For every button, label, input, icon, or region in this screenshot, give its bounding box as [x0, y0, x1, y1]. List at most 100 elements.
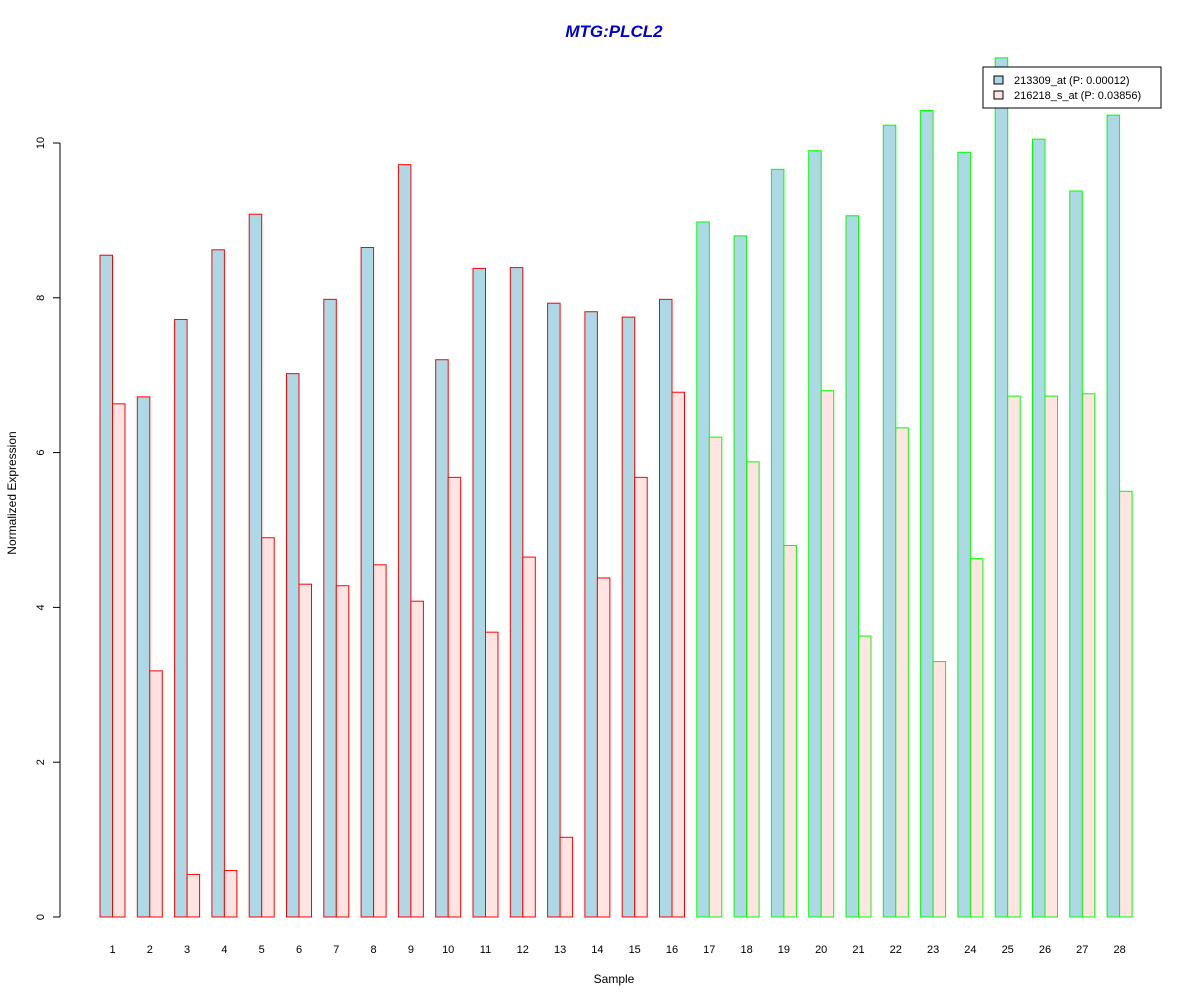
bar-series-2 — [708, 436, 723, 918]
x-tick-label: 27 — [1076, 944, 1088, 956]
y-tick-label: 2 — [35, 759, 47, 765]
x-tick-label: 9 — [408, 944, 414, 956]
bar-series-1 — [882, 124, 897, 918]
bar-series-1 — [472, 267, 486, 918]
bar-series-1 — [99, 254, 113, 918]
bar-series-1 — [1069, 190, 1083, 918]
bar-series-2 — [186, 873, 201, 918]
bar-series-2 — [485, 631, 499, 918]
bar-series-1 — [659, 298, 673, 918]
bar-series-2 — [261, 537, 275, 918]
bar-series-1 — [323, 298, 337, 918]
x-tick-label: 15 — [629, 944, 641, 956]
bar-series-1 — [957, 151, 971, 918]
bar-series-1 — [360, 246, 375, 918]
bar-series-2 — [746, 461, 760, 918]
bar-series-1 — [248, 213, 263, 918]
bar-series-2 — [969, 558, 984, 918]
bar-series-2 — [1081, 393, 1096, 918]
legend-swatch — [993, 90, 1004, 100]
bar-series-1 — [174, 318, 188, 918]
x-tick-label: 8 — [371, 944, 377, 956]
bar-series-2 — [559, 836, 574, 918]
x-tick-label: 10 — [442, 944, 454, 956]
bar-series-1 — [547, 302, 561, 918]
y-tick-label: 6 — [35, 450, 47, 456]
x-tick-label: 11 — [480, 944, 491, 956]
x-tick-label: 6 — [296, 944, 302, 956]
bar-series-1 — [1106, 114, 1121, 918]
legend-box — [982, 66, 1162, 109]
bar-series-2 — [335, 585, 350, 918]
bar-series-1 — [286, 373, 300, 918]
x-tick-label: 28 — [1113, 944, 1125, 956]
bars-group — [99, 57, 1133, 918]
y-tick-label: 0 — [35, 914, 47, 920]
bar-series-2 — [410, 600, 424, 918]
bar-series-2 — [671, 391, 685, 918]
bar-series-1 — [584, 311, 598, 918]
bar-series-1 — [808, 150, 822, 918]
x-tick-label: 7 — [333, 944, 339, 956]
bar-series-2 — [596, 577, 611, 918]
bar-series-1 — [621, 316, 636, 918]
bar-series-2 — [858, 635, 872, 918]
x-tick-label: 4 — [221, 944, 227, 956]
bar-series-2 — [112, 403, 126, 918]
bar-series-1 — [397, 164, 412, 918]
x-axis-label: Sample — [594, 972, 635, 986]
x-tick-label: 22 — [890, 944, 902, 956]
y-tick-label: 10 — [35, 137, 47, 149]
bar-series-2 — [783, 544, 797, 918]
bar-series-1 — [1032, 138, 1046, 918]
bar-series-1 — [211, 249, 225, 918]
bar-series-1 — [845, 215, 859, 918]
bar-series-2 — [1119, 490, 1133, 918]
x-tick-label: 19 — [778, 944, 790, 956]
legend: 213309_at (P: 0.00012) 216218_s_at (P: 0.… — [982, 66, 1162, 109]
bar-series-2 — [223, 870, 238, 918]
bar-series-2 — [1044, 395, 1058, 918]
bar-series-1 — [994, 57, 1009, 918]
bar-series-2 — [522, 556, 536, 918]
bar-series-1 — [435, 359, 449, 918]
x-tick-label: 3 — [184, 944, 190, 956]
y-tick-label: 4 — [35, 604, 47, 610]
x-tick-label: 25 — [1002, 944, 1014, 956]
bar-series-2 — [634, 476, 648, 918]
x-tick-label: 24 — [964, 944, 976, 956]
bar-series-2 — [149, 670, 163, 918]
bar-series-2 — [932, 661, 947, 918]
bar-series-1 — [696, 221, 710, 918]
bar-series-1 — [920, 109, 934, 918]
x-tick-label: 20 — [815, 944, 827, 956]
chart-title: MTG:PLCL2 — [565, 22, 663, 41]
x-tick-label: 21 — [852, 944, 864, 956]
bar-series-1 — [770, 168, 785, 918]
legend-entry-label: 213309_at (P: 0.00012) — [1014, 75, 1130, 87]
bar-series-2 — [447, 476, 462, 918]
x-tick-label: 18 — [740, 944, 752, 956]
x-tick-label: 16 — [666, 944, 678, 956]
legend-entry-label: 216218_s_at (P: 0.03856) — [1014, 90, 1141, 102]
y-tick-label: 8 — [35, 295, 47, 301]
y-axis: 0 2 4 6 8 10 — [35, 137, 61, 920]
legend-swatch — [993, 75, 1004, 85]
x-tick-label: 1 — [109, 944, 115, 956]
bar-series-1 — [136, 396, 151, 918]
x-tick-label: 26 — [1039, 944, 1051, 956]
bar-series-2 — [298, 583, 312, 918]
bar-series-1 — [733, 235, 748, 918]
x-tick-label: 2 — [147, 944, 153, 956]
bar-series-2 — [373, 564, 387, 918]
x-tick-label: 12 — [517, 944, 529, 956]
bar-series-2 — [820, 390, 835, 918]
x-tick-labels: 1 2 3 4 5 6 7 8 9 10 11 12 13 14 15 16 17 18 19 20 21 22 23 24 2… — [109, 944, 1125, 956]
x-tick-label: 23 — [927, 944, 939, 956]
x-tick-label: 14 — [591, 944, 603, 956]
y-axis-label: Normalized Expression — [5, 431, 19, 554]
bar-series-2 — [895, 427, 909, 918]
x-tick-label: 17 — [703, 944, 715, 956]
bar-series-1 — [509, 267, 524, 918]
x-tick-label: 5 — [259, 944, 265, 956]
